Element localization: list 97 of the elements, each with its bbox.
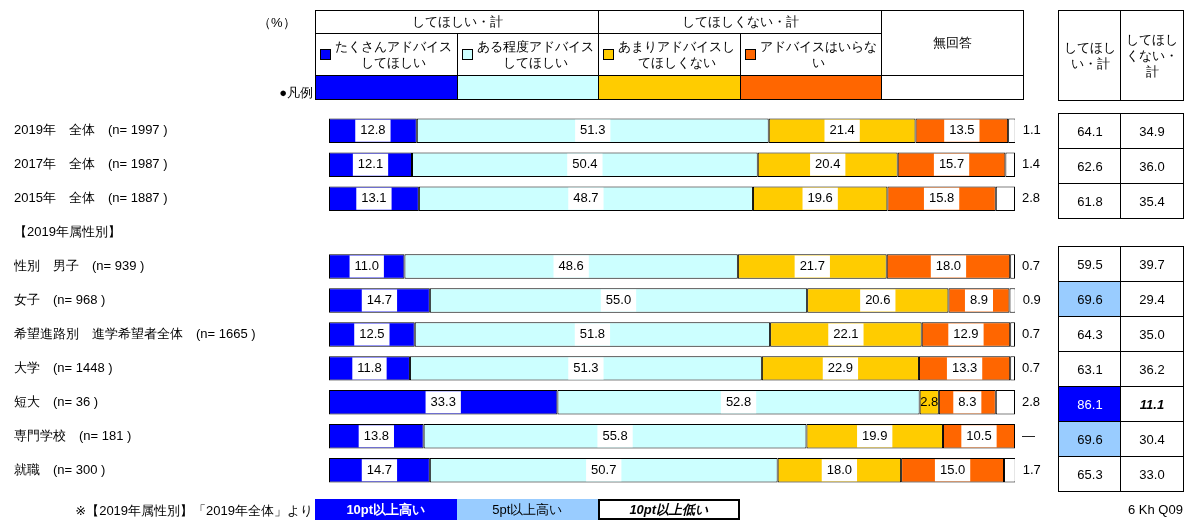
text: 29.4 xyxy=(1120,281,1184,317)
data-label: 13.8 xyxy=(363,427,389,443)
y-tick-label: 大学 (n= 1448 ) xyxy=(14,359,113,375)
data-label: 0.7 xyxy=(1022,359,1041,375)
data-label: 20.6 xyxy=(865,292,891,308)
data-label: 13.1 xyxy=(361,190,387,206)
data-label: 13.3 xyxy=(951,359,978,375)
data-label: 22.9 xyxy=(827,359,854,375)
data-label: 18.0 xyxy=(826,461,853,477)
data-label: 12.1 xyxy=(357,156,384,172)
data-label: 19.9 xyxy=(862,427,888,443)
data-label: 15.0 xyxy=(939,461,966,477)
data-label: 52.8 xyxy=(725,393,752,409)
data-label: 50.7 xyxy=(591,461,617,477)
data-label: 13.5 xyxy=(949,122,975,138)
data-label: 14.7 xyxy=(366,461,393,477)
text: 無回答 xyxy=(932,35,972,51)
text: 61.8 xyxy=(1058,183,1122,219)
legend-label: ある程度アドバイスしてほしい xyxy=(476,38,594,71)
data-label: 12.9 xyxy=(953,326,979,342)
data-label: 55.8 xyxy=(602,427,628,443)
text: してほしい・計 xyxy=(315,10,599,34)
data-label: 2.8 xyxy=(920,393,939,409)
data-label: 51.3 xyxy=(580,122,606,138)
data-label: 15.7 xyxy=(938,156,965,172)
text: 39.7 xyxy=(1120,246,1184,282)
y-tick-label: 性別 男子 (n= 939 ) xyxy=(13,258,145,274)
data-label: 1.7 xyxy=(1022,461,1041,477)
data-label: 20.4 xyxy=(815,156,841,172)
text: 36.0 xyxy=(1120,148,1184,184)
y-tick-label: 2017年 全体 (n= 1987 ) xyxy=(14,156,168,172)
text: してほしくない・計 xyxy=(598,10,882,34)
legend-label: アドバイスはいらない xyxy=(759,38,877,71)
y-tick-label: 2015年 全体 (n= 1887 ) xyxy=(14,190,168,206)
text: 69.6 xyxy=(1058,421,1122,457)
data-label: 18.0 xyxy=(935,258,962,274)
y-tick-label: 短大 (n= 36 ) xyxy=(14,393,99,409)
data-label: 11.8 xyxy=(357,359,382,375)
text: 86.1 xyxy=(1058,386,1122,422)
data-label: 0.7 xyxy=(1022,326,1041,342)
text: 63.1 xyxy=(1058,351,1122,387)
text: （%） xyxy=(258,14,296,32)
data-label: 0.7 xyxy=(1022,258,1041,274)
data-label: 14.7 xyxy=(366,292,393,308)
data-label: 48.6 xyxy=(558,258,584,274)
y-tick-label: 2019年 全体 (n= 1997 ) xyxy=(14,122,168,138)
text: 36.2 xyxy=(1120,351,1184,387)
text: ※【2019年属性別】「2019年全体」より xyxy=(75,502,313,520)
text: 5pt以上高い xyxy=(456,499,598,520)
data-label: 8.9 xyxy=(969,292,989,308)
data-label: 22.1 xyxy=(833,326,859,342)
text: 64.1 xyxy=(1058,113,1122,149)
data-label: 50.4 xyxy=(572,156,598,172)
text: 64.3 xyxy=(1058,316,1122,352)
data-label: 0.9 xyxy=(1022,292,1041,308)
data-label: 15.8 xyxy=(928,190,955,206)
legend-label: あまりアドバイスしてほしくない xyxy=(618,38,736,71)
text: 33.0 xyxy=(1120,456,1184,492)
legend-label: たくさんアドバイスしてほしい xyxy=(335,38,453,71)
text: 34.9 xyxy=(1120,113,1184,149)
text: 11.1 xyxy=(1120,386,1184,422)
text: してほしい・計 xyxy=(1058,10,1122,101)
text: 35.0 xyxy=(1120,316,1184,352)
data-label: 1.4 xyxy=(1022,156,1041,172)
data-label: 11.0 xyxy=(354,258,379,274)
data-label: 12.8 xyxy=(360,122,386,138)
text: 30.4 xyxy=(1120,421,1184,457)
text: してほしくない・計 xyxy=(1120,10,1184,101)
y-tick-label: 【2019年属性別】 xyxy=(14,224,121,240)
y-tick-label: 専門学校 (n= 181 ) xyxy=(14,427,132,443)
data-label: 51.8 xyxy=(579,326,606,342)
text: ●凡例 xyxy=(279,84,313,102)
data-label: 19.6 xyxy=(807,190,833,206)
text: 62.6 xyxy=(1058,148,1122,184)
data-label: 21.7 xyxy=(799,258,825,274)
data-label: 1.1 xyxy=(1022,122,1041,138)
data-label: 2.8 xyxy=(1022,190,1041,206)
text: — xyxy=(1022,427,1035,443)
data-label: 48.7 xyxy=(573,190,599,206)
data-label: 12.5 xyxy=(359,326,385,342)
data-label: 2.8 xyxy=(1022,393,1041,409)
data-label: 33.3 xyxy=(430,393,456,409)
data-label: 8.3 xyxy=(958,393,977,409)
data-label: 55.0 xyxy=(605,292,632,308)
text: 10pt以上高い xyxy=(315,499,457,520)
text: 6 Kh Q09 xyxy=(1128,502,1183,517)
data-label: 10.5 xyxy=(966,427,992,443)
text: 69.6 xyxy=(1058,281,1122,317)
data-label: 51.3 xyxy=(573,359,599,375)
y-tick-label: 希望進路別 進学希望者全体 (n= 1665 ) xyxy=(14,326,256,342)
text: 59.5 xyxy=(1058,246,1122,282)
y-tick-label: 女子 (n= 968 ) xyxy=(14,292,106,308)
y-tick-label: 就職 (n= 300 ) xyxy=(14,461,106,477)
text: 10pt以上低い xyxy=(598,499,740,520)
text: 35.4 xyxy=(1120,183,1184,219)
text: 65.3 xyxy=(1058,456,1122,492)
data-label: 21.4 xyxy=(829,122,855,138)
